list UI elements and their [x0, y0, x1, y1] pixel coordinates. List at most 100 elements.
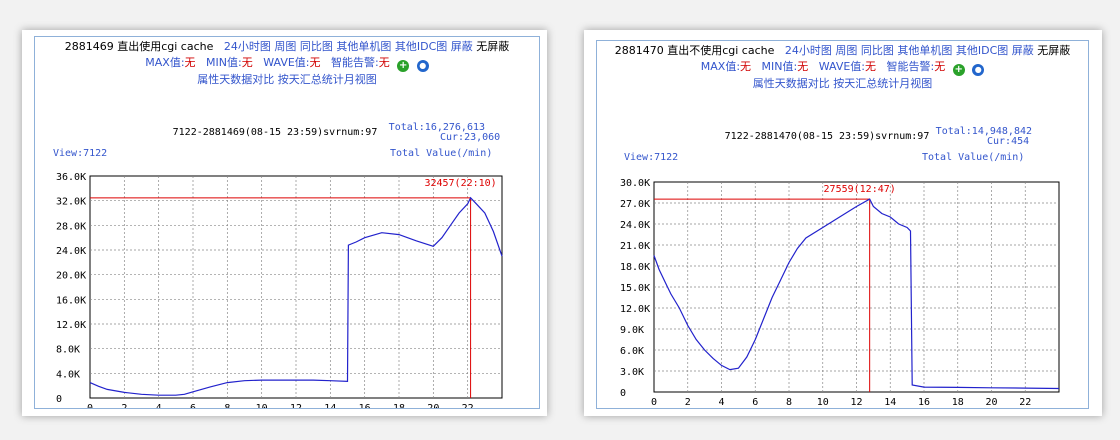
link-compare[interactable]: 同比图 — [299, 40, 333, 53]
link-24h[interactable]: 24小时图 — [223, 40, 271, 53]
y-tick-label: 32.0K — [56, 197, 86, 208]
total-label: Total:14,948,842 — [936, 126, 1032, 137]
series-line — [89, 196, 503, 396]
chart-header: 2881469 直出使用cgi cache 24小时图 周图 同比图 其他单机图… — [34, 36, 540, 94]
x-tick-label: 22 — [1019, 397, 1031, 408]
chart-area: 7122-2881469(08-15 23:59)svrnum:97 Total:… — [34, 92, 540, 414]
link-other-host[interactable]: 其他单机图 — [336, 40, 392, 53]
link-month-view[interactable]: 按天汇总统计月视图 — [833, 77, 933, 90]
cur-label: Cur:454 — [987, 136, 1029, 147]
y-tick-label: 0 — [56, 394, 62, 405]
search-icon[interactable]: ● — [972, 64, 985, 76]
y-tick-label: 8.0K — [56, 345, 80, 356]
y-tick-label: 21.0K — [620, 241, 650, 252]
total-value-label: Total Value(/min) — [390, 148, 492, 159]
wave-label[interactable]: WAVE值: — [263, 56, 310, 69]
max-label[interactable]: MAX值: — [145, 56, 185, 69]
view-label: View:7122 — [624, 152, 678, 163]
x-tick-label: 16 — [918, 397, 930, 408]
alarm-value: 无 — [378, 56, 390, 69]
attr-title: 2881470 直出不使用cgi cache — [614, 44, 775, 57]
peak-label: 32457(22:10) — [424, 178, 496, 189]
series-line — [653, 198, 1060, 390]
min-value: 无 — [797, 60, 809, 73]
y-tick-label: 24.0K — [620, 220, 650, 231]
peak-label: 27559(12:47) — [824, 184, 896, 195]
link-day-compare[interactable]: 属性天数据对比 — [752, 77, 830, 90]
min-label[interactable]: MIN值: — [761, 60, 798, 73]
line-chart: 7122-2881470(08-15 23:59)svrnum:97 Total:… — [620, 126, 1060, 408]
y-tick-label: 12.0K — [620, 304, 650, 315]
alarm-label[interactable]: 智能告警: — [886, 60, 935, 73]
line-chart: 7122-2881469(08-15 23:59)svrnum:97 Total:… — [53, 122, 503, 414]
link-other-host[interactable]: 其他单机图 — [897, 44, 953, 57]
chart-info-title: 7122-2881469(08-15 23:59)svrnum:97 — [173, 127, 378, 138]
x-tick-label: 14 — [884, 397, 896, 408]
x-tick-label: 2 — [685, 397, 691, 408]
x-tick-label: 18 — [393, 403, 405, 408]
link-other-idc[interactable]: 其他IDC图 — [394, 40, 448, 53]
y-tick-label: 16.0K — [56, 295, 86, 306]
link-shield[interactable]: 屏蔽 — [450, 40, 473, 53]
chart-area: 7122-2881470(08-15 23:59)svrnum:97 Total:… — [596, 96, 1089, 409]
chart-panel-1: 2881469 直出使用cgi cache 24小时图 周图 同比图 其他单机图… — [22, 30, 547, 416]
link-month-view[interactable]: 按天汇总统计月视图 — [277, 73, 377, 86]
chart-info-title: 7122-2881470(08-15 23:59)svrnum:97 — [725, 131, 930, 142]
cur-label: Cur:23,060 — [440, 132, 500, 143]
wave-value: 无 — [309, 56, 321, 69]
link-compare[interactable]: 同比图 — [860, 44, 894, 57]
x-tick-label: 12 — [850, 397, 862, 408]
y-tick-label: 3.0K — [620, 367, 644, 378]
y-tick-label: 27.0K — [620, 199, 650, 210]
x-tick-label: 12 — [290, 403, 302, 408]
max-value: 无 — [184, 56, 196, 69]
x-tick-label: 0 — [651, 397, 657, 408]
x-tick-label: 8 — [224, 403, 230, 408]
y-tick-label: 0 — [620, 388, 626, 399]
view-label: View:7122 — [53, 148, 107, 159]
x-tick-label: 0 — [87, 403, 93, 408]
x-tick-label: 14 — [324, 403, 336, 408]
link-other-idc[interactable]: 其他IDC图 — [955, 44, 1009, 57]
wave-value: 无 — [865, 60, 876, 73]
x-tick-label: 20 — [985, 397, 997, 408]
add-icon[interactable]: + — [952, 64, 965, 76]
x-tick-label: 4 — [718, 397, 724, 408]
y-tick-label: 15.0K — [620, 283, 650, 294]
chart-panel-2: 2881470 直出不使用cgi cache 24小时图 周图 同比图 其他单机… — [584, 30, 1102, 416]
x-tick-label: 4 — [156, 403, 162, 408]
x-tick-label: 20 — [427, 403, 439, 408]
link-24h[interactable]: 24小时图 — [784, 44, 832, 57]
y-tick-label: 20.0K — [56, 271, 86, 282]
y-tick-label: 24.0K — [56, 246, 86, 257]
x-tick-label: 10 — [817, 397, 829, 408]
x-tick-label: 8 — [786, 397, 792, 408]
alarm-value: 无 — [934, 60, 946, 73]
link-shield[interactable]: 屏蔽 — [1011, 44, 1034, 57]
link-week[interactable]: 周图 — [274, 40, 297, 53]
max-value: 无 — [740, 60, 752, 73]
x-tick-label: 18 — [952, 397, 964, 408]
x-tick-label: 10 — [256, 403, 268, 408]
x-tick-label: 16 — [359, 403, 371, 408]
y-tick-label: 28.0K — [56, 221, 86, 232]
alarm-label[interactable]: 智能告警: — [331, 56, 379, 69]
min-label[interactable]: MIN值: — [206, 56, 242, 69]
max-label[interactable]: MAX值: — [700, 60, 741, 73]
x-tick-label: 6 — [752, 397, 758, 408]
y-tick-label: 12.0K — [56, 320, 86, 331]
attr-title: 2881469 直出使用cgi cache — [64, 40, 214, 53]
link-week[interactable]: 周图 — [835, 44, 858, 57]
x-tick-label: 2 — [121, 403, 127, 408]
search-icon[interactable]: ● — [416, 60, 429, 72]
x-tick-label: 6 — [190, 403, 196, 408]
chart-header: 2881470 直出不使用cgi cache 24小时图 周图 同比图 其他单机… — [596, 40, 1089, 98]
wave-label[interactable]: WAVE值: — [818, 60, 865, 73]
min-value: 无 — [241, 56, 253, 69]
add-icon[interactable]: + — [397, 60, 410, 72]
y-tick-label: 36.0K — [56, 172, 86, 183]
no-shield-label: 无屏蔽 — [476, 40, 510, 53]
y-tick-label: 4.0K — [56, 369, 80, 380]
y-tick-label: 9.0K — [620, 325, 644, 336]
link-day-compare[interactable]: 属性天数据对比 — [197, 73, 275, 86]
